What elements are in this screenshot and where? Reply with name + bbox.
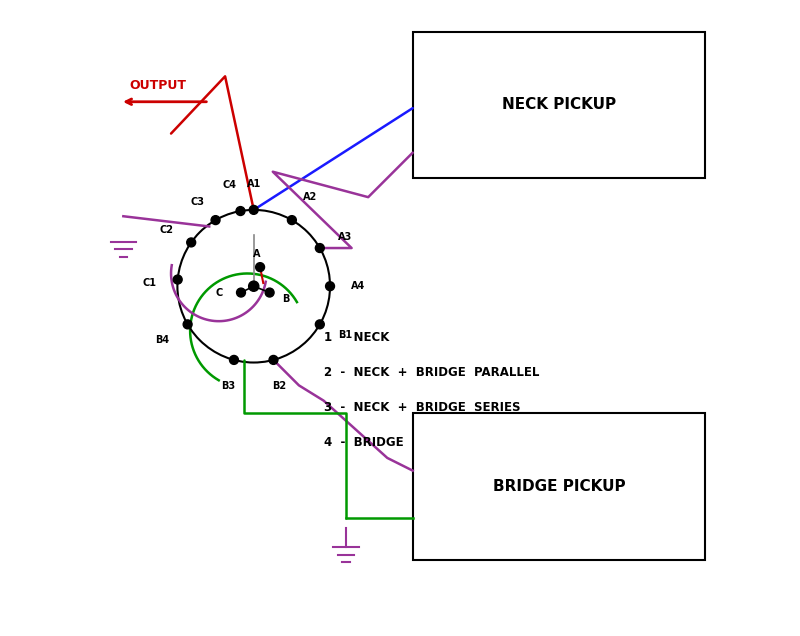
FancyBboxPatch shape bbox=[413, 32, 706, 178]
Circle shape bbox=[287, 216, 296, 225]
Text: B2: B2 bbox=[272, 380, 286, 391]
Text: B3: B3 bbox=[222, 380, 235, 391]
Text: A3: A3 bbox=[338, 232, 353, 242]
Circle shape bbox=[183, 320, 192, 329]
Circle shape bbox=[186, 238, 196, 247]
Text: 3  -  NECK  +  BRIDGE  SERIES: 3 - NECK + BRIDGE SERIES bbox=[324, 401, 520, 413]
Circle shape bbox=[211, 216, 220, 225]
Text: C4: C4 bbox=[222, 180, 237, 190]
Circle shape bbox=[174, 275, 182, 284]
Circle shape bbox=[269, 356, 278, 364]
Text: C2: C2 bbox=[160, 225, 174, 235]
Text: OUTPUT: OUTPUT bbox=[130, 80, 186, 92]
Text: B4: B4 bbox=[155, 335, 169, 345]
FancyBboxPatch shape bbox=[413, 413, 706, 560]
Text: B: B bbox=[282, 294, 290, 304]
Circle shape bbox=[237, 288, 246, 297]
Text: 1  -  NECK: 1 - NECK bbox=[324, 331, 389, 343]
Text: A: A bbox=[253, 249, 261, 259]
Circle shape bbox=[265, 288, 274, 297]
Text: BRIDGE PICKUP: BRIDGE PICKUP bbox=[493, 479, 626, 494]
Circle shape bbox=[249, 281, 259, 291]
Text: 4  -  BRIDGE: 4 - BRIDGE bbox=[324, 436, 403, 448]
Text: 2  -  NECK  +  BRIDGE  PARALLEL: 2 - NECK + BRIDGE PARALLEL bbox=[324, 366, 539, 378]
Circle shape bbox=[250, 205, 258, 214]
Circle shape bbox=[236, 207, 245, 216]
Circle shape bbox=[315, 320, 324, 329]
Text: C: C bbox=[215, 287, 222, 298]
Circle shape bbox=[315, 244, 324, 252]
Circle shape bbox=[230, 356, 238, 364]
Circle shape bbox=[256, 263, 265, 272]
Text: NECK PICKUP: NECK PICKUP bbox=[502, 97, 616, 113]
Text: A2: A2 bbox=[302, 191, 317, 202]
Circle shape bbox=[326, 282, 334, 291]
Text: C3: C3 bbox=[191, 197, 205, 207]
Text: C1: C1 bbox=[142, 278, 157, 287]
Text: B1: B1 bbox=[338, 330, 353, 340]
Text: A1: A1 bbox=[246, 179, 261, 188]
Text: A4: A4 bbox=[351, 281, 366, 291]
